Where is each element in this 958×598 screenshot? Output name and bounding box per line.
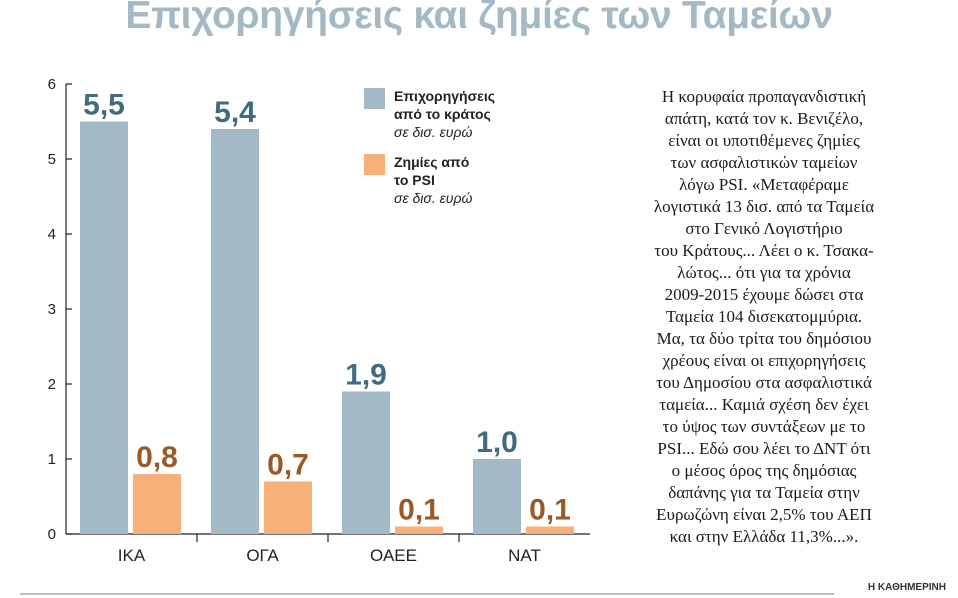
commentary-line: λογιστικά 13 δισ. από τα Ταμεία (653, 197, 875, 216)
commentary-line: των ασφαλιστικών ταμείων (670, 153, 858, 172)
legend-swatch (364, 154, 385, 175)
commentary-line: PSI... Εδώ σου λέει το ΔΝΤ ότι (657, 439, 871, 458)
commentary-line: Μα, τα δύο τρίτα του δημόσιου (656, 329, 872, 348)
data-label: 5,5 (83, 89, 125, 122)
commentary-line: λώτος... ότι για τα χρόνια (677, 263, 851, 282)
legend-unit: σε δισ. ευρώ (394, 124, 472, 140)
bar (133, 474, 181, 534)
data-label: 1,0 (476, 426, 518, 459)
y-tick-label: 4 (48, 226, 56, 243)
x-tick-label: ΙΚΑ (118, 546, 146, 565)
commentary-text: Η κορυφαία προπαγανδιστική απάτη, κατά το… (614, 86, 914, 548)
data-label: 0,8 (136, 441, 178, 474)
data-label: 1,9 (345, 359, 387, 392)
data-label: 0,1 (529, 494, 571, 527)
data-label: 0,7 (267, 449, 309, 482)
commentary-line: δαπάνης για τα Ταμεία στην (668, 483, 860, 502)
chart-axes: 0 1 2 3 4 5 6 ΙΚΑ ΟΓΑ ΟΑΕΕ ΝΑΤ (48, 76, 590, 565)
legend-label: από το κράτος (394, 106, 491, 122)
commentary-line: και στην Ελλάδα 11,3%...». (669, 527, 859, 546)
commentary-line: χρέους είναι οι επιχορηγήσεις (662, 351, 866, 370)
y-tick-label: 2 (48, 376, 56, 393)
y-tick-label: 1 (48, 451, 56, 468)
y-tick-label: 5 (48, 151, 56, 168)
legend-unit: σε δισ. ευρώ (394, 190, 472, 206)
y-tick-label: 0 (48, 526, 56, 543)
commentary-line: Ταμεία 104 δισεκατομμύρια. (665, 307, 863, 326)
bar (342, 391, 390, 534)
commentary-line: Ευρωζώνη είναι 2,5% του ΑΕΠ (656, 505, 872, 524)
data-label: 5,4 (214, 96, 256, 129)
bar (211, 129, 259, 534)
commentary-line: ο μέσος όρος της δημόσιας (671, 461, 857, 480)
x-tick-label: ΟΓΑ (246, 546, 279, 565)
footer-divider (20, 593, 834, 595)
bar-chart: 0 1 2 3 4 5 6 ΙΚΑ ΟΓΑ ΟΑΕΕ ΝΑΤ 5,5 0,8 5,4 0,7 1,9 0,1 1… (48, 76, 590, 565)
y-tick-label: 6 (48, 76, 56, 93)
x-tick-label: ΟΑΕΕ (370, 546, 417, 565)
bar (526, 526, 574, 534)
chart-legend: Επιχορηγήσεις από το κράτος σε δισ. ευρώ Ζη… (364, 88, 495, 206)
commentary-line: στο Γενικό Λογιστήριο (685, 219, 843, 238)
commentary-line: λόγω PSI. «Μεταφέραμε (679, 175, 849, 194)
brand-logo: Η ΚΑΘΗΜΕΡΙΝΗ (867, 582, 946, 593)
commentary-line: 2009-2015 έχουμε δώσει στα (664, 285, 864, 304)
bar (395, 526, 443, 534)
y-tick-label: 3 (48, 301, 56, 318)
bar (80, 121, 128, 534)
commentary-line: είναι οι υποτιθέμενες ζημίες (668, 131, 860, 150)
chart-data-labels: 5,5 0,8 5,4 0,7 1,9 0,1 1,0 0,1 (83, 89, 571, 527)
commentary-line: απάτη, κατά τον κ. Βενιζέλο, (664, 109, 864, 128)
legend-label: Ζημίες από (394, 154, 469, 170)
data-label: 0,1 (398, 494, 440, 527)
commentary-line: το ύψος των συντάξεων με το (662, 417, 866, 436)
chart-bars (80, 121, 574, 534)
commentary-line: του Δημοσίου στα ασφαλιστικά (656, 373, 872, 392)
legend-label: Επιχορηγήσεις (394, 88, 495, 104)
chart-title: Επιχορηγήσεις και ζημίες των Ταμείων (125, 0, 833, 37)
commentary-line: του Κράτους... Λέει ο κ. Τσακα- (654, 241, 874, 260)
legend-swatch (364, 88, 385, 109)
commentary-line: Η κορυφαία προπαγανδιστική (661, 87, 867, 106)
bar (473, 459, 521, 534)
commentary-line: ταμεία... Καμιά σχέση δεν έχει (659, 395, 869, 414)
x-tick-label: ΝΑΤ (508, 546, 541, 565)
legend-label: το PSI (394, 172, 435, 188)
bar (264, 481, 312, 534)
